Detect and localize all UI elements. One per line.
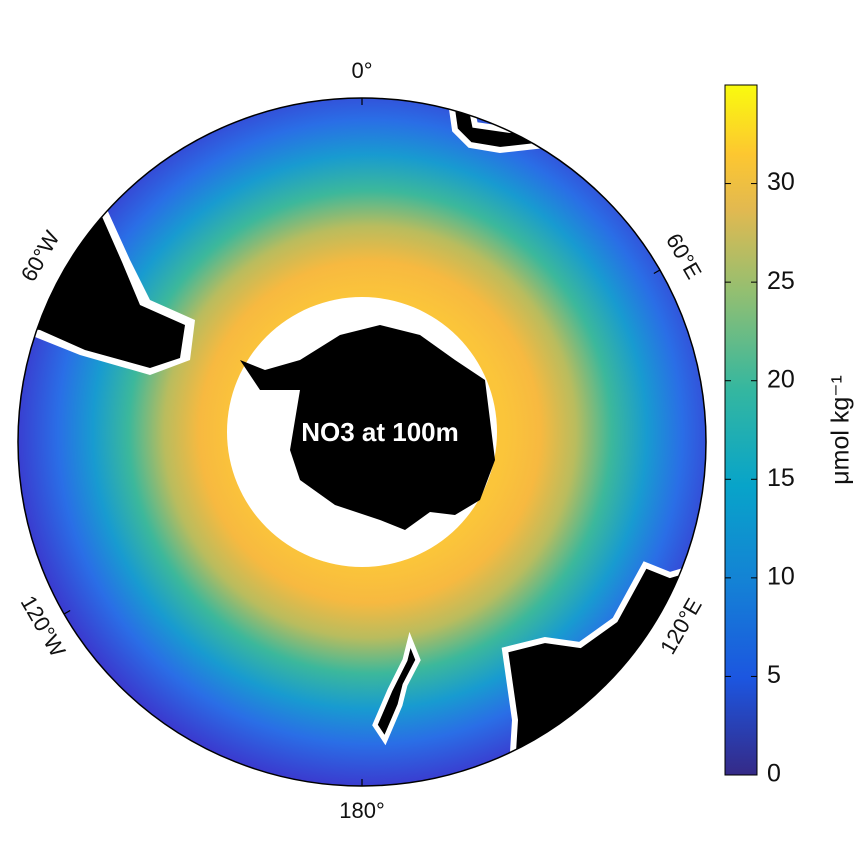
colorbar-tick-label: 0: [767, 760, 781, 788]
africa: [446, 98, 554, 154]
new-zealand: [372, 631, 421, 746]
longitude-label: 180°: [339, 798, 385, 823]
colorbar-label: μmol kg⁻¹: [827, 375, 855, 485]
longitude-tick: [653, 609, 661, 615]
colorbar-tick-label: 30: [767, 168, 795, 196]
longitude-label: 60°E: [661, 229, 707, 283]
longitude-tick: [63, 269, 71, 275]
longitude-label: 60°W: [16, 226, 65, 285]
antarctica: [240, 325, 495, 530]
colorbar: [724, 84, 758, 776]
map-title: NO3 at 100m: [301, 417, 459, 447]
colorbar-tick-label: 25: [767, 267, 795, 295]
longitude-tick: [653, 269, 661, 275]
colorbar-tick-label: 10: [767, 562, 795, 590]
longitude-label: 0°: [351, 58, 372, 83]
colorbar-tick-label: 5: [767, 661, 781, 689]
map-field: [18, 98, 706, 786]
colorbar-tick-label: 15: [767, 464, 795, 492]
colorbar-tick-label: 20: [767, 365, 795, 393]
longitude-tick: [63, 609, 71, 615]
